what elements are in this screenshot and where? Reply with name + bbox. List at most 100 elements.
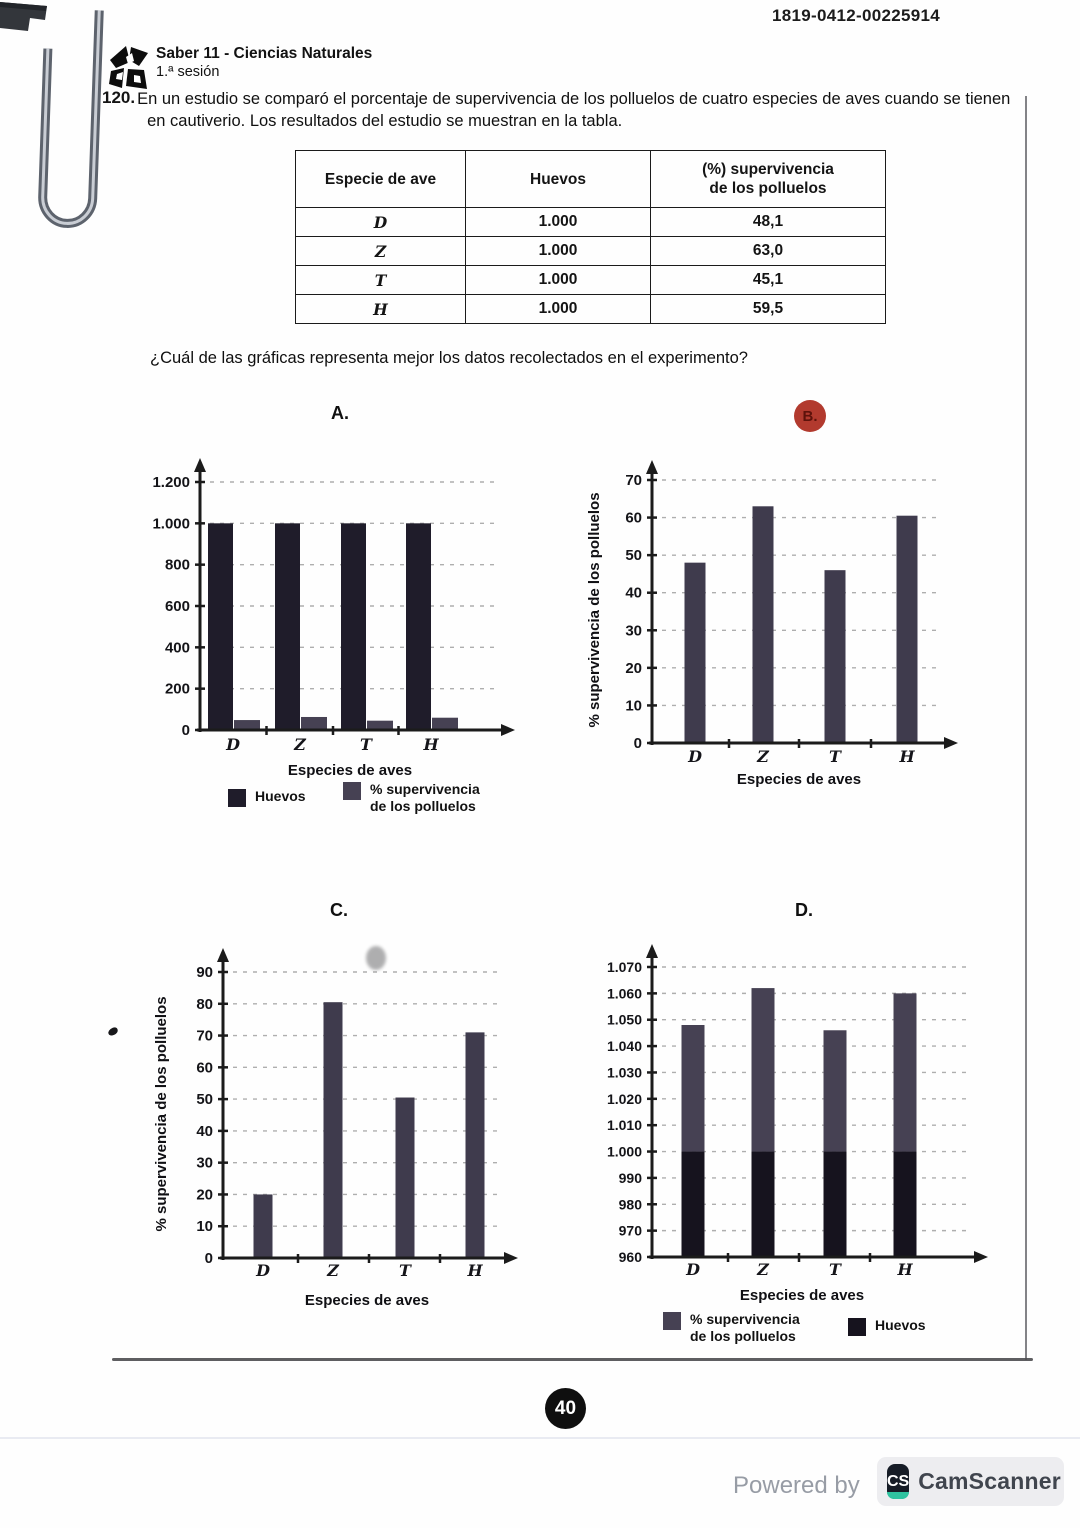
cell-species: D	[295, 207, 466, 237]
legend-label: % supervivencia de los polluelos	[370, 781, 480, 814]
svg-text:90: 90	[196, 964, 213, 981]
svg-text:T: T	[829, 1260, 842, 1279]
svg-text:50: 50	[196, 1091, 213, 1108]
cell-eggs: 1.000	[465, 294, 651, 324]
camscanner-watermark: CS CamScanner	[877, 1457, 1064, 1506]
svg-text:H: H	[466, 1261, 483, 1280]
page-border-right	[1025, 96, 1027, 1360]
cell-survival: 45,1	[650, 265, 886, 295]
svg-text:1.030: 1.030	[607, 1064, 642, 1080]
scan-smudge	[366, 946, 386, 970]
header-huevos: Huevos	[465, 150, 651, 208]
question-block: 120. En un estudio se comparó el porcent…	[102, 88, 1032, 132]
svg-text:60: 60	[625, 510, 642, 527]
svg-text:400: 400	[165, 639, 190, 656]
svg-text:Especies de aves: Especies de aves	[737, 771, 861, 788]
ink-dot	[107, 1026, 119, 1037]
svg-text:Especies de aves: Especies de aves	[740, 1287, 864, 1304]
svg-text:40: 40	[625, 585, 642, 602]
exam-session: 1.ª sesión	[156, 64, 220, 80]
cell-eggs: 1.000	[465, 236, 651, 266]
svg-text:1.050: 1.050	[607, 1012, 642, 1028]
svg-text:% supervivencia de los polluel: % supervivencia de los polluelos	[586, 492, 603, 727]
legend-huevos: Huevos	[228, 788, 306, 807]
legend-swatch-huevos	[848, 1318, 866, 1336]
svg-text:10: 10	[196, 1218, 213, 1235]
table-row: H 1.000 59,5	[295, 294, 886, 324]
selected-answer-marker: B.	[794, 400, 826, 432]
svg-text:H: H	[422, 735, 439, 754]
svg-text:1.200: 1.200	[152, 474, 190, 491]
svg-text:200: 200	[165, 681, 190, 698]
svg-text:T: T	[829, 747, 842, 766]
svg-text:30: 30	[196, 1155, 213, 1172]
svg-text:1.000: 1.000	[152, 515, 190, 532]
legend-label: Huevos	[875, 1317, 926, 1333]
page-number-badge: 40	[545, 1388, 586, 1429]
svg-text:Z: Z	[756, 747, 770, 766]
svg-text:1.070: 1.070	[607, 959, 642, 975]
camscanner-icon: CS	[887, 1464, 910, 1499]
cell-eggs: 1.000	[465, 265, 651, 295]
chart-option-b: 0 10 20 30 40 50 60 70 D Z T H Especies de aves % sup…	[586, 460, 958, 788]
camscanner-badge-text: CS	[887, 1472, 910, 1490]
cell-survival: 63,0	[650, 236, 886, 266]
svg-text:0: 0	[634, 735, 642, 752]
svg-text:1.010: 1.010	[607, 1117, 642, 1133]
option-b-label: B.	[802, 407, 818, 425]
svg-text:970: 970	[619, 1223, 643, 1239]
cell-species: H	[295, 294, 466, 324]
exam-title: Saber 11 - Ciencias Naturales	[156, 45, 373, 62]
svg-text:80: 80	[196, 996, 213, 1013]
svg-text:990: 990	[619, 1170, 643, 1186]
svg-text:20: 20	[625, 660, 642, 677]
cell-survival: 59,5	[650, 294, 886, 324]
svg-text:20: 20	[196, 1186, 213, 1203]
question-text: En un estudio se comparó el porcentaje d…	[137, 90, 1011, 130]
svg-text:Especies de aves: Especies de aves	[305, 1292, 429, 1309]
cell-eggs: 1.000	[465, 207, 651, 237]
svg-text:70: 70	[625, 472, 642, 489]
question-number: 120.	[102, 88, 136, 107]
svg-text:1.000: 1.000	[607, 1144, 642, 1160]
svg-text:960: 960	[619, 1249, 643, 1265]
legend-label: % supervivencia de los polluelos	[690, 1311, 800, 1344]
svg-text:70: 70	[196, 1028, 213, 1045]
chart-option-c: 0 10 20 30 40 50 60 70 80 90 D Z T H Especies de aves%…	[153, 948, 518, 1309]
option-a-label: A.	[331, 403, 349, 423]
svg-text:Z: Z	[756, 1260, 770, 1279]
paperclip	[38, 10, 104, 228]
scan-corner-object	[0, 2, 47, 31]
svg-text:1.040: 1.040	[607, 1038, 642, 1054]
svg-text:T: T	[399, 1261, 412, 1280]
svg-text:800: 800	[165, 557, 190, 574]
question-prompt: ¿Cuál de las gráficas representa mejor l…	[150, 349, 748, 367]
option-c-label: C.	[330, 900, 348, 920]
svg-text:980: 980	[619, 1196, 643, 1212]
svg-text:600: 600	[165, 598, 190, 615]
svg-text:D: D	[685, 1260, 700, 1279]
legend-supervivencia: % supervivencia de los polluelos	[343, 781, 480, 815]
icfes-logo-icon	[109, 46, 148, 89]
legend-huevos: Huevos	[848, 1317, 926, 1336]
camscanner-teal-bar	[887, 1492, 910, 1499]
legend-swatch-supervivencia	[343, 782, 361, 800]
header-supervivencia: (%) supervivencia de los polluelos	[650, 150, 886, 208]
svg-text:T: T	[360, 735, 373, 754]
svg-text:1.060: 1.060	[607, 985, 642, 1001]
camscanner-brand-text: CamScanner	[918, 1468, 1061, 1494]
svg-text:H: H	[898, 747, 915, 766]
svg-text:0: 0	[182, 722, 190, 739]
cell-species: T	[295, 265, 466, 295]
powered-by-text: Powered by	[733, 1472, 860, 1499]
svg-text:D: D	[225, 735, 240, 754]
page-border-bottom	[112, 1358, 1033, 1361]
svg-text:D: D	[687, 747, 702, 766]
svg-text:D: D	[255, 1261, 270, 1280]
results-table: Especie de ave Huevos (%) supervivencia …	[295, 150, 886, 324]
svg-text:Z: Z	[326, 1261, 340, 1280]
svg-text:0: 0	[205, 1250, 213, 1267]
legend-label: Huevos	[255, 788, 306, 804]
legend-swatch-huevos	[228, 789, 246, 807]
chart-option-d: 960 970 980 990 1.000 1.010 1.020 1.030 1.040 1.0…	[607, 944, 988, 1304]
